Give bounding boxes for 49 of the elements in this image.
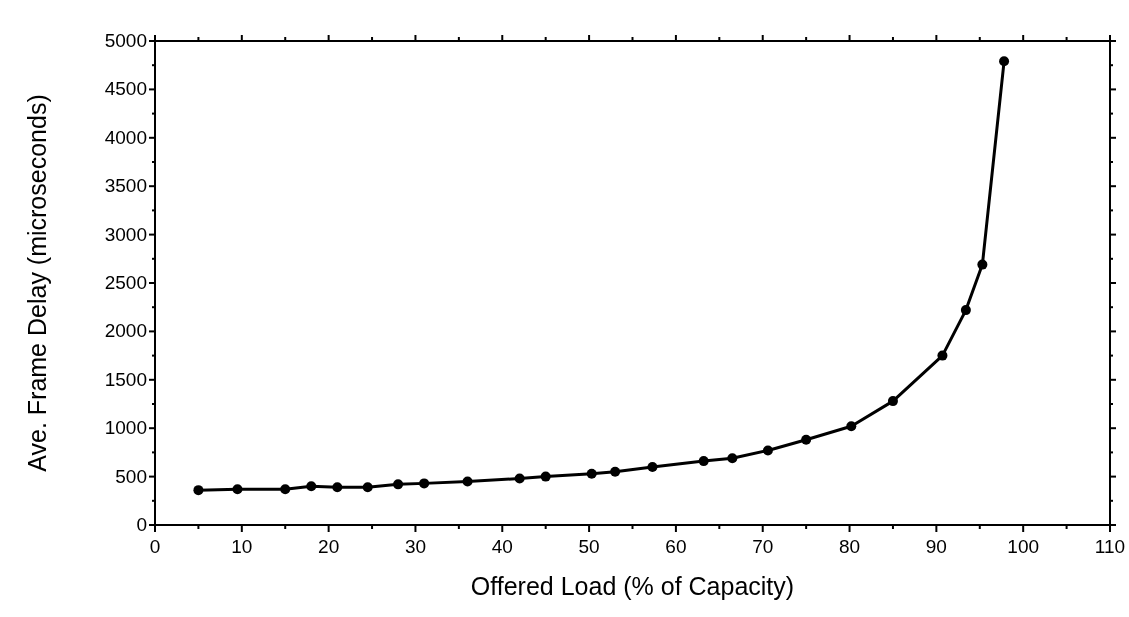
y-axis-title: Ave. Frame Delay (microseconds)	[23, 94, 51, 472]
x-tick-label: 100	[1007, 536, 1040, 557]
point	[801, 434, 812, 445]
point	[846, 421, 857, 432]
y-tick-label: 500	[115, 465, 147, 487]
point	[280, 484, 291, 495]
point	[306, 481, 317, 492]
y-tick-label: 0	[136, 514, 147, 535]
point	[727, 453, 738, 464]
x-tick-label: 0	[149, 536, 161, 557]
point	[610, 466, 621, 477]
y-tick-label: 5000	[104, 30, 147, 51]
x-tick-label: 20	[318, 536, 340, 557]
y-tick-label: 1500	[104, 368, 147, 390]
y-tick-label: 1000	[104, 417, 147, 439]
point	[999, 56, 1010, 67]
x-tick-label: 30	[404, 536, 427, 557]
y-tick-label: 3000	[104, 223, 147, 245]
point	[762, 445, 773, 456]
y-tick-label: 4500	[104, 78, 147, 100]
point	[977, 259, 988, 270]
point	[462, 476, 473, 487]
y-tick-label: 2000	[104, 320, 147, 342]
point	[232, 484, 243, 495]
point	[419, 478, 430, 489]
point	[586, 468, 597, 479]
y-tick-label: 4000	[104, 126, 147, 148]
x-tick-label: 10	[231, 536, 253, 557]
point	[332, 482, 343, 493]
x-tick-label: 50	[578, 536, 600, 557]
point	[937, 350, 948, 361]
y-tick-label: 2500	[104, 272, 147, 293]
y-tick-label: 3500	[104, 175, 147, 197]
x-tick-label: 40	[491, 536, 513, 557]
x-tick-label: 110	[1094, 536, 1126, 557]
point	[647, 461, 658, 472]
x-tick-label: 80	[838, 536, 861, 557]
point	[362, 482, 373, 493]
point	[887, 396, 898, 407]
x-tick-label: 90	[925, 536, 947, 557]
x-tick-label: 70	[752, 536, 774, 557]
point	[514, 473, 525, 484]
x-axis-title: Offered Load (% of Capacity)	[470, 572, 795, 600]
x-tick-label: 60	[665, 536, 687, 557]
point	[960, 305, 971, 316]
point	[393, 479, 404, 490]
point	[540, 471, 551, 482]
point	[698, 456, 709, 467]
point	[193, 485, 204, 496]
